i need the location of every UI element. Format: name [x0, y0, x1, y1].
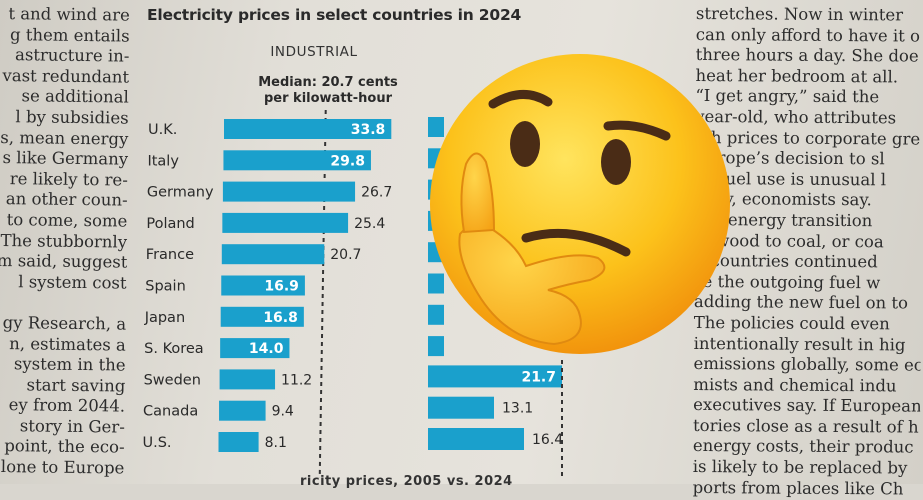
domestic-bar-partial — [428, 304, 444, 325]
bar-skorea — [220, 338, 290, 359]
bar-italy — [223, 150, 371, 171]
domestic-bar — [428, 396, 494, 419]
thinking-face-emoji — [430, 54, 730, 354]
bar-canada — [219, 400, 266, 421]
value-label: 33.8 — [351, 122, 386, 138]
category-label: U.K. — [148, 122, 177, 138]
median-line — [318, 109, 327, 479]
domestic-value-label: 13.1 — [502, 401, 533, 417]
value-label: 20.7 — [330, 247, 361, 263]
value-label: 16.8 — [263, 310, 298, 326]
chart-title: Electricity prices in select countries i… — [147, 6, 522, 24]
category-label: Italy — [147, 153, 179, 169]
index-finger — [460, 152, 496, 234]
category-label: Japan — [144, 310, 185, 326]
bar-us — [218, 432, 259, 452]
left-eye — [510, 121, 540, 167]
left-eyebrow — [488, 90, 553, 109]
category-label: Spain — [145, 279, 186, 295]
domestic-value-label: 16.4 — [532, 432, 563, 448]
value-label: 11.2 — [281, 372, 312, 388]
bar-spain — [221, 275, 305, 296]
bar-japan — [220, 306, 304, 327]
value-label: 9.4 — [272, 404, 294, 420]
category-label: Canada — [143, 404, 198, 420]
right-eye — [601, 139, 631, 185]
category-label: U.S. — [143, 435, 172, 451]
category-label: Poland — [146, 216, 194, 232]
value-label: 25.4 — [354, 216, 385, 232]
mouth — [521, 228, 631, 257]
bar-poland — [222, 212, 349, 233]
bar-germany — [222, 181, 356, 202]
domestic-bar-partial — [428, 336, 444, 357]
domestic-bar — [428, 365, 562, 388]
domestic-value-label: 21.7 — [521, 369, 556, 385]
median-label-line2: per kilowatt-hour — [264, 91, 393, 106]
category-label: Germany — [147, 185, 214, 201]
next-chart-title-partial: ricity prices, 2005 vs. 2024 — [300, 474, 513, 489]
right-eyebrow — [603, 120, 671, 141]
domestic-bar — [428, 428, 524, 450]
value-label: 26.7 — [361, 185, 392, 201]
category-label: France — [146, 247, 194, 263]
hand — [458, 224, 606, 346]
median-label-line1: Median: 20.7 cents — [258, 75, 398, 90]
bar-sweden — [219, 369, 276, 390]
domestic-bar-partial — [428, 273, 444, 294]
value-label: 8.1 — [265, 435, 287, 451]
value-label: 16.9 — [264, 279, 299, 295]
bar-france — [221, 244, 325, 265]
domestic-bar-partial — [428, 117, 444, 137]
category-label: S. Korea — [144, 341, 204, 357]
bar-uk — [224, 119, 392, 139]
value-label: 29.8 — [330, 153, 365, 169]
category-label: Sweden — [144, 372, 201, 388]
industrial-header: INDUSTRIAL — [270, 44, 357, 60]
value-label: 14.0 — [249, 341, 284, 357]
